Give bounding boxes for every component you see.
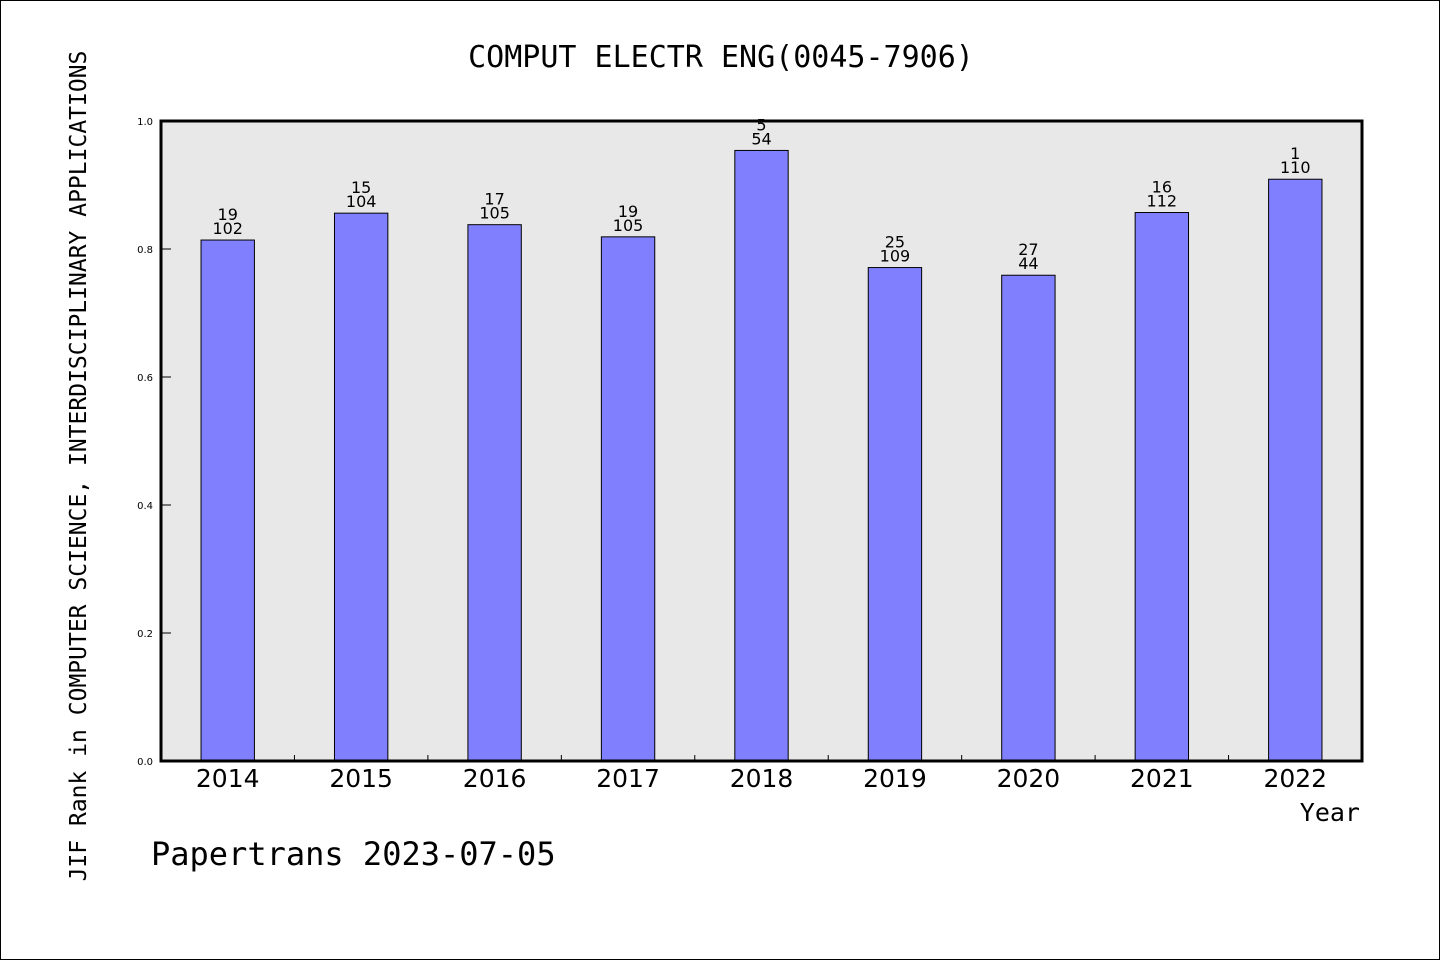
bar-rank-label: 19 [618, 202, 638, 221]
y-tick-label: 0.2 [137, 629, 153, 640]
x-tick-label: 2014 [196, 764, 260, 793]
bar-total-label: 105 [479, 204, 510, 223]
x-axis-label: Year [1300, 798, 1360, 827]
bar-total-label: 102 [212, 219, 243, 238]
y-tick-label: 0.0 [137, 757, 153, 768]
bar-total-label: 104 [346, 192, 377, 211]
x-tick-label: 2020 [997, 764, 1061, 793]
bar-2014 [200, 239, 255, 762]
x-axis-ticks: 2014 2015 2016 2017 2018 2019 2020 2021 2022 [196, 755, 1327, 793]
bar-rank-label: 1 [1290, 144, 1300, 163]
bar-total-label: 109 [880, 247, 911, 266]
bar-total-label: 44 [1018, 254, 1038, 273]
bar-rank-label: 27 [1018, 240, 1038, 259]
y-tick-label: 0.8 [137, 245, 153, 256]
x-tick-label: 2022 [1263, 764, 1327, 793]
y-tick-label: 0.6 [137, 373, 153, 384]
bar-rank-label: 15 [351, 178, 371, 197]
bar-rank-label: 5 [756, 115, 766, 134]
bar-rank-label: 19 [218, 205, 238, 224]
bars-layer [200, 149, 1323, 762]
y-tick-label: 1.0 [137, 117, 153, 128]
y-tick-label: 0.4 [137, 501, 153, 512]
bar-2018 [734, 149, 789, 762]
bar-2022 [1268, 178, 1323, 762]
bar-2017 [600, 236, 656, 762]
plot-border [159, 119, 1364, 763]
x-tick-label: 2021 [1130, 764, 1194, 793]
bar-rank-label: 17 [484, 190, 504, 209]
x-tick-label: 2016 [463, 764, 527, 793]
bar-2020 [1001, 274, 1056, 762]
bar-total-label: 110 [1280, 158, 1311, 177]
footer-credit: Papertrans 2023-07-05 [151, 835, 556, 873]
x-tick-label: 2015 [329, 764, 393, 793]
bar-2016 [467, 224, 522, 762]
x-tick-label: 2017 [596, 764, 660, 793]
x-tick-label: 2019 [863, 764, 927, 793]
bar-2021 [1134, 212, 1190, 762]
chart-title: COMPUT ELECTR ENG(0045-7906) [468, 40, 974, 75]
x-tick-label: 2018 [730, 764, 794, 793]
bar-total-label: 54 [751, 129, 771, 148]
bar-2019 [867, 267, 923, 762]
bar-total-label: 105 [613, 216, 644, 235]
bar-2015 [333, 212, 389, 762]
bar-rank-label: 16 [1152, 178, 1172, 197]
bar-rank-label: 25 [885, 233, 905, 252]
y-axis-label: JIF Rank in COMPUTER SCIENCE, INTERDISCI… [66, 51, 92, 882]
bar-total-label: 112 [1147, 192, 1178, 211]
